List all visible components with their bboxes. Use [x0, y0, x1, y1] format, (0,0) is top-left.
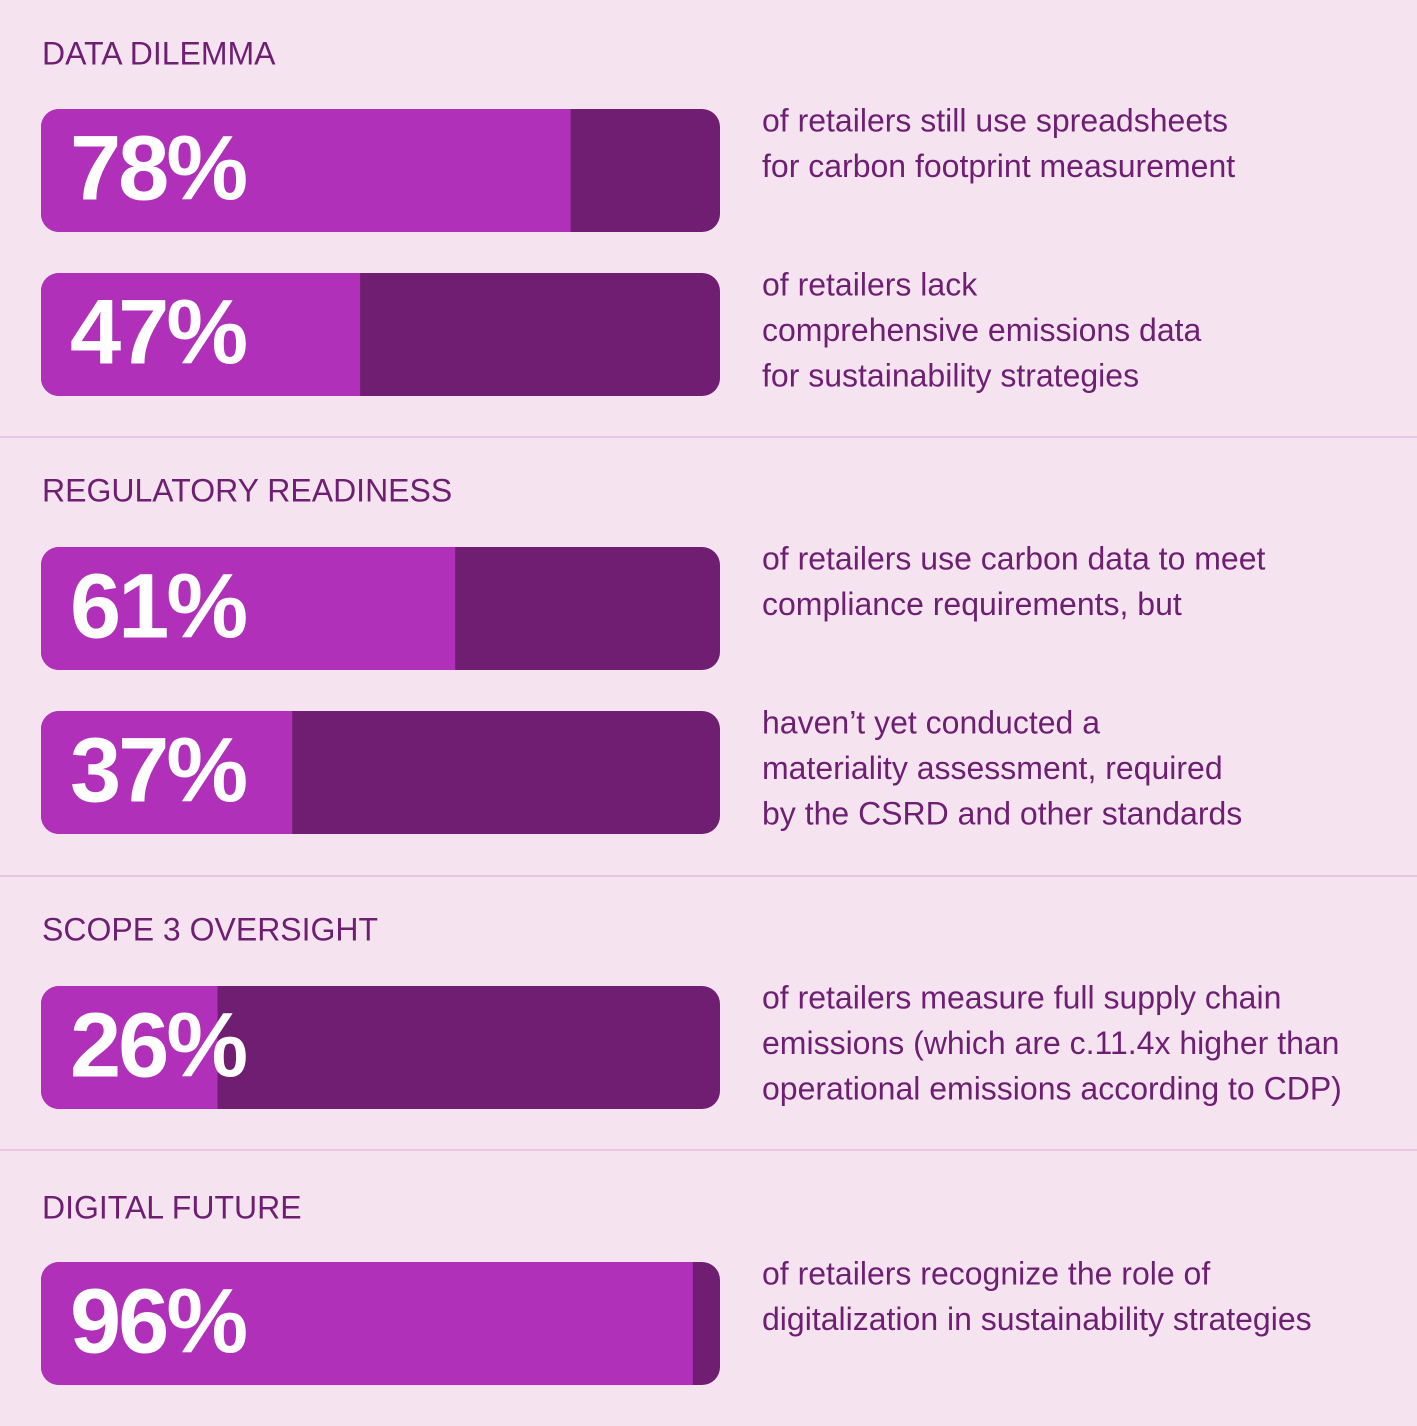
- description-line: haven’t yet conducted a: [762, 704, 1100, 740]
- description-line: of retailers still use spreadsheets: [762, 102, 1228, 138]
- section-title: REGULATORY READINESS: [42, 472, 452, 508]
- stat-bar: [41, 273, 720, 396]
- stat-bar: [41, 547, 720, 670]
- description-line: of retailers use carbon data to meet: [762, 540, 1266, 576]
- percent-label: 47%: [70, 281, 246, 383]
- description-line: materiality assessment, required: [762, 750, 1223, 786]
- description-line: emissions (which are c.11.4x higher than: [762, 1025, 1339, 1061]
- section-title: SCOPE 3 OVERSIGHT: [42, 911, 378, 947]
- description-line: comprehensive emissions data: [762, 312, 1202, 348]
- description-line: digitalization in sustainability strateg…: [762, 1301, 1312, 1337]
- stat-bar: [41, 711, 720, 834]
- percent-label: 78%: [70, 117, 246, 219]
- stat-bar: [41, 109, 720, 232]
- percent-label: 96%: [70, 1270, 246, 1372]
- stat-bar: [41, 1262, 720, 1385]
- stat-bar: [41, 986, 720, 1109]
- description-line: by the CSRD and other standards: [762, 795, 1242, 831]
- description-line: of retailers lack: [762, 266, 978, 302]
- section-title: DIGITAL FUTURE: [42, 1189, 302, 1225]
- percent-label: 37%: [70, 719, 246, 821]
- description-line: of retailers recognize the role of: [762, 1255, 1210, 1291]
- description-line: for sustainability strategies: [762, 357, 1139, 393]
- description-line: for carbon footprint measurement: [762, 148, 1235, 184]
- bar-fill: [41, 1262, 693, 1385]
- description-line: of retailers measure full supply chain: [762, 979, 1281, 1015]
- percent-label: 61%: [70, 555, 246, 657]
- bar-fill: [41, 109, 571, 232]
- percent-label: 26%: [70, 994, 246, 1096]
- description-line: compliance requirements, but: [762, 586, 1182, 622]
- bar-fill: [41, 273, 361, 396]
- section-title: DATA DILEMMA: [42, 35, 276, 71]
- bar-fill: [41, 711, 293, 834]
- bar-fill: [41, 547, 456, 670]
- description-line: operational emissions according to CDP): [762, 1070, 1342, 1106]
- bar-fill: [41, 986, 218, 1109]
